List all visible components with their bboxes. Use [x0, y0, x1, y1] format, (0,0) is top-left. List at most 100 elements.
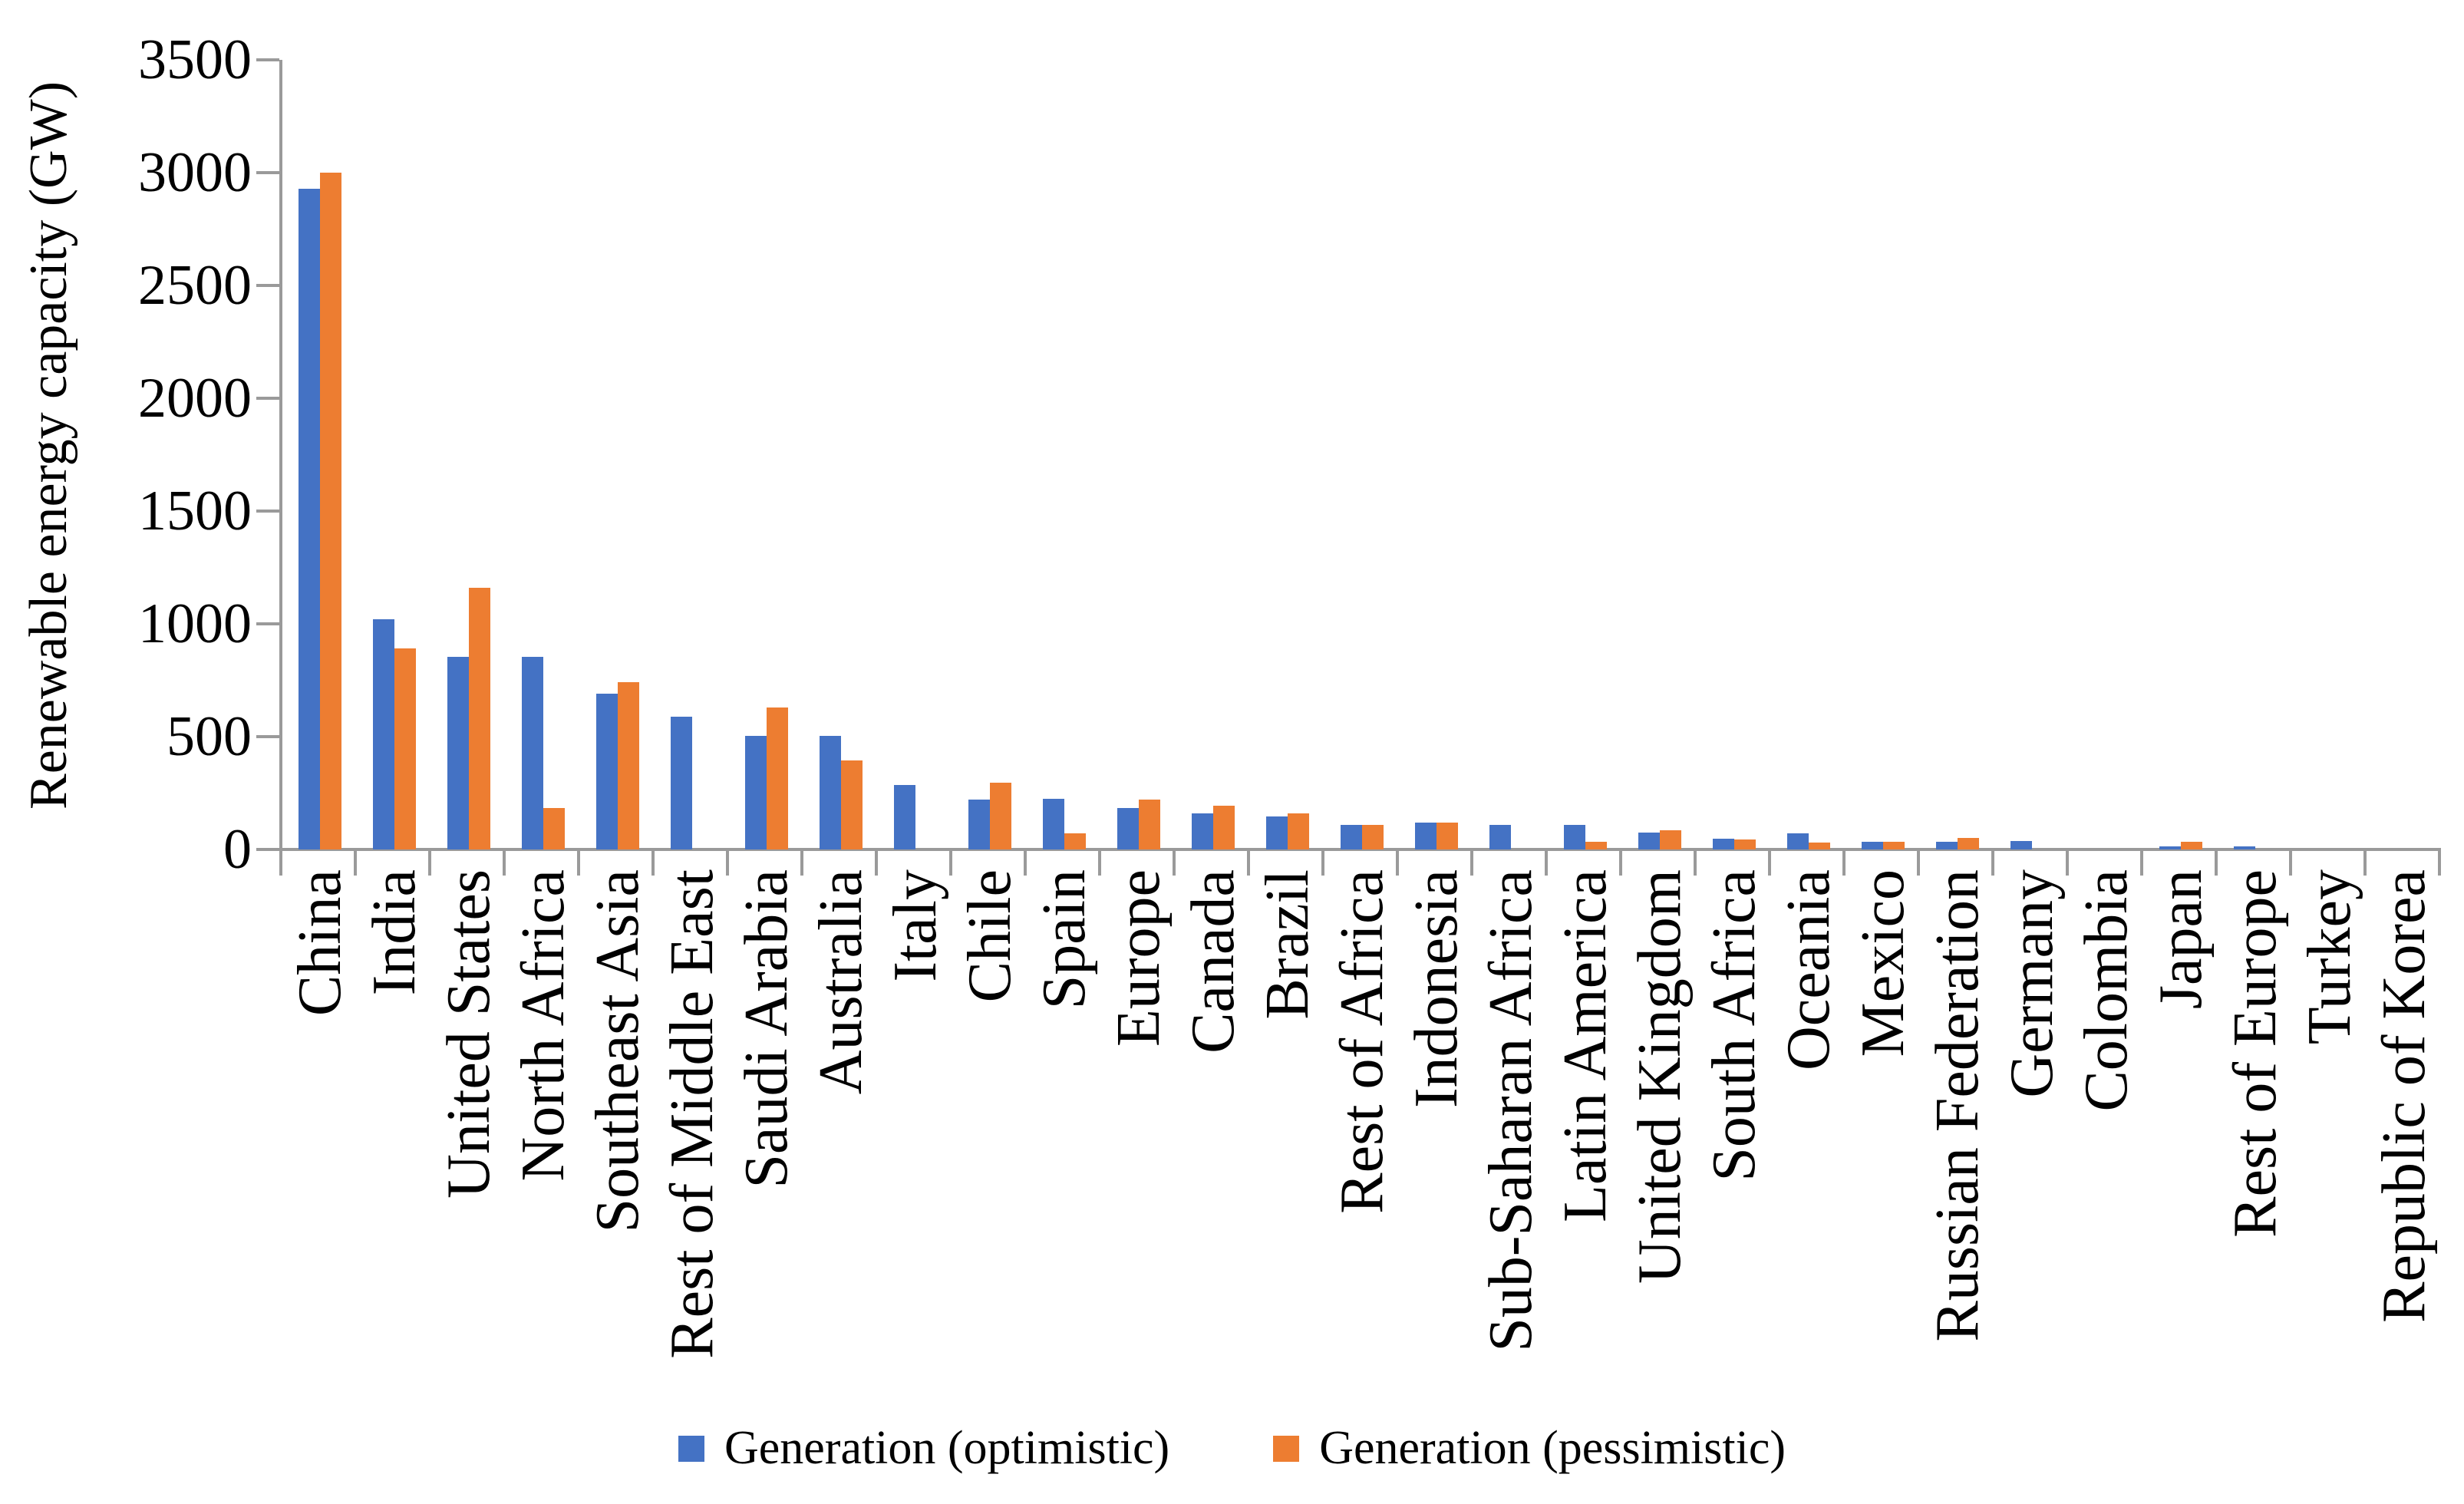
x-category-label-turkey: Turkey — [2295, 869, 2363, 1045]
bar-pessimistic-mexico — [1882, 842, 1905, 849]
bar-optimistic-south-africa — [1712, 838, 1734, 849]
x-tick-mark — [279, 849, 282, 876]
x-tick-mark — [1842, 849, 1846, 876]
bar-optimistic-russian-federation — [1935, 841, 1958, 849]
x-tick-mark — [1024, 849, 1027, 876]
bar-pessimistic-india — [394, 648, 416, 849]
bar-pessimistic-united-kingdom — [1659, 830, 1681, 849]
bar-pessimistic-north-africa — [543, 807, 565, 849]
bar-optimistic-rest-of-africa — [1340, 824, 1362, 849]
bar-pessimistic-saudi-arabia — [766, 707, 788, 849]
x-tick-mark — [1173, 849, 1176, 876]
bar-optimistic-brazil — [1265, 816, 1288, 849]
bar-pessimistic-canada — [1212, 805, 1235, 849]
x-tick-mark — [428, 849, 431, 876]
bar-pessimistic-japan — [2180, 842, 2202, 849]
x-category-label-colombia: Colombia — [2072, 869, 2140, 1112]
y-tick-label-3000: 3000 — [138, 141, 252, 204]
x-category-label-south-africa: South Africa — [1700, 869, 1768, 1182]
bar-optimistic-japan — [2159, 846, 2181, 849]
bar-pessimistic-oceania — [1808, 842, 1830, 849]
x-tick-mark — [503, 849, 506, 876]
x-tick-mark — [2438, 849, 2441, 876]
bar-pessimistic-latin-america — [1585, 841, 1607, 849]
bar-optimistic-united-states — [447, 656, 469, 849]
x-category-label-mexico: Mexico — [1849, 869, 1917, 1057]
x-category-label-rest-of-middle-east: Rest of Middle East — [658, 869, 726, 1359]
bar-optimistic-oceania — [1786, 833, 1809, 849]
legend-swatch-pessimistic-icon — [1273, 1435, 1300, 1462]
legend-swatch-optimistic-icon — [678, 1435, 704, 1462]
legend-label-optimistic: Generation (optimistic) — [724, 1422, 1170, 1474]
bar-optimistic-rest-of-middle-east — [670, 716, 692, 849]
x-category-label-united-states: United States — [434, 869, 503, 1199]
bar-pessimistic-south-africa — [1733, 839, 1756, 849]
bar-optimistic-united-kingdom — [1638, 832, 1660, 849]
x-tick-mark — [949, 849, 952, 876]
y-tick-label-0: 0 — [223, 818, 252, 881]
x-tick-mark — [1619, 849, 1622, 876]
y-tick-label-500: 500 — [167, 705, 252, 768]
x-tick-mark — [1247, 849, 1250, 876]
legend-label-pessimistic: Generation (pessimistic) — [1319, 1422, 1786, 1474]
bar-pessimistic-brazil — [1287, 813, 1309, 849]
x-tick-mark — [2066, 849, 2069, 876]
y-tick-mark — [256, 397, 279, 400]
x-tick-mark — [1321, 849, 1324, 876]
x-category-label-rest-of-africa: Rest of Africa — [1328, 869, 1396, 1214]
bar-pessimistic-russian-federation — [1957, 838, 1979, 849]
x-tick-mark — [1768, 849, 1771, 876]
x-category-label-europe: Europe — [1104, 869, 1173, 1047]
y-tick-mark — [256, 848, 279, 851]
bar-optimistic-sub-saharan-africa — [1489, 824, 1511, 849]
bar-optimistic-indonesia — [1414, 822, 1437, 849]
bar-pessimistic-indonesia — [1436, 822, 1458, 849]
bar-pessimistic-china — [319, 173, 341, 849]
y-tick-mark — [256, 735, 279, 738]
y-tick-mark — [256, 622, 279, 625]
y-tick-mark — [256, 284, 279, 287]
bar-optimistic-mexico — [1861, 842, 1883, 849]
x-category-label-chile: Chile — [955, 869, 1024, 1003]
bar-optimistic-spain — [1042, 798, 1064, 849]
x-tick-mark — [1098, 849, 1101, 876]
y-tick-label-1000: 1000 — [138, 592, 252, 655]
x-category-label-italy: Italy — [881, 869, 949, 982]
x-tick-mark — [1991, 849, 1994, 876]
bar-optimistic-australia — [819, 735, 841, 849]
y-tick-mark — [256, 58, 279, 61]
bar-optimistic-india — [372, 619, 394, 849]
x-tick-mark — [651, 849, 655, 876]
legend: Generation (optimistic) Generation (pess… — [0, 1421, 2464, 1476]
x-category-label-australia: Australia — [806, 869, 875, 1095]
x-category-label-spain: Spain — [1030, 869, 1098, 1010]
y-tick-label-3500: 3500 — [138, 28, 252, 91]
x-category-label-japan: Japan — [2146, 869, 2215, 1010]
legend-item-optimistic: Generation (optimistic) — [678, 1421, 1169, 1476]
x-tick-mark — [1917, 849, 1920, 876]
x-category-label-republic-of-korea: Republic of Korea — [2370, 869, 2438, 1323]
x-tick-mark — [1545, 849, 1548, 876]
x-category-label-latin-america: Latin America — [1551, 869, 1619, 1222]
x-category-label-russian-federation: Russian Federation — [1923, 869, 1991, 1342]
x-category-label-rest-of-europe: Rest of Europe — [2221, 869, 2289, 1238]
bar-pessimistic-australia — [840, 760, 863, 849]
x-tick-mark — [875, 849, 878, 876]
y-tick-label-2000: 2000 — [138, 367, 252, 430]
y-tick-label-1500: 1500 — [138, 480, 252, 543]
bar-optimistic-rest-of-europe — [2233, 846, 2255, 849]
x-category-label-oceania: Oceania — [1774, 869, 1842, 1071]
x-tick-mark — [800, 849, 803, 876]
bar-optimistic-latin-america — [1563, 824, 1585, 849]
bar-pessimistic-spain — [1064, 833, 1086, 849]
y-tick-mark — [256, 510, 279, 513]
x-category-label-north-africa: North Africa — [509, 869, 577, 1182]
x-category-label-southeast-asia: Southeast Asia — [583, 869, 651, 1233]
bar-optimistic-italy — [893, 785, 915, 849]
bar-optimistic-north-africa — [521, 656, 543, 849]
bar-pessimistic-rest-of-africa — [1361, 824, 1384, 849]
x-tick-mark — [1470, 849, 1473, 876]
legend-item-pessimistic: Generation (pessimistic) — [1273, 1421, 1786, 1476]
x-tick-mark — [577, 849, 580, 876]
bar-pessimistic-chile — [989, 783, 1011, 849]
